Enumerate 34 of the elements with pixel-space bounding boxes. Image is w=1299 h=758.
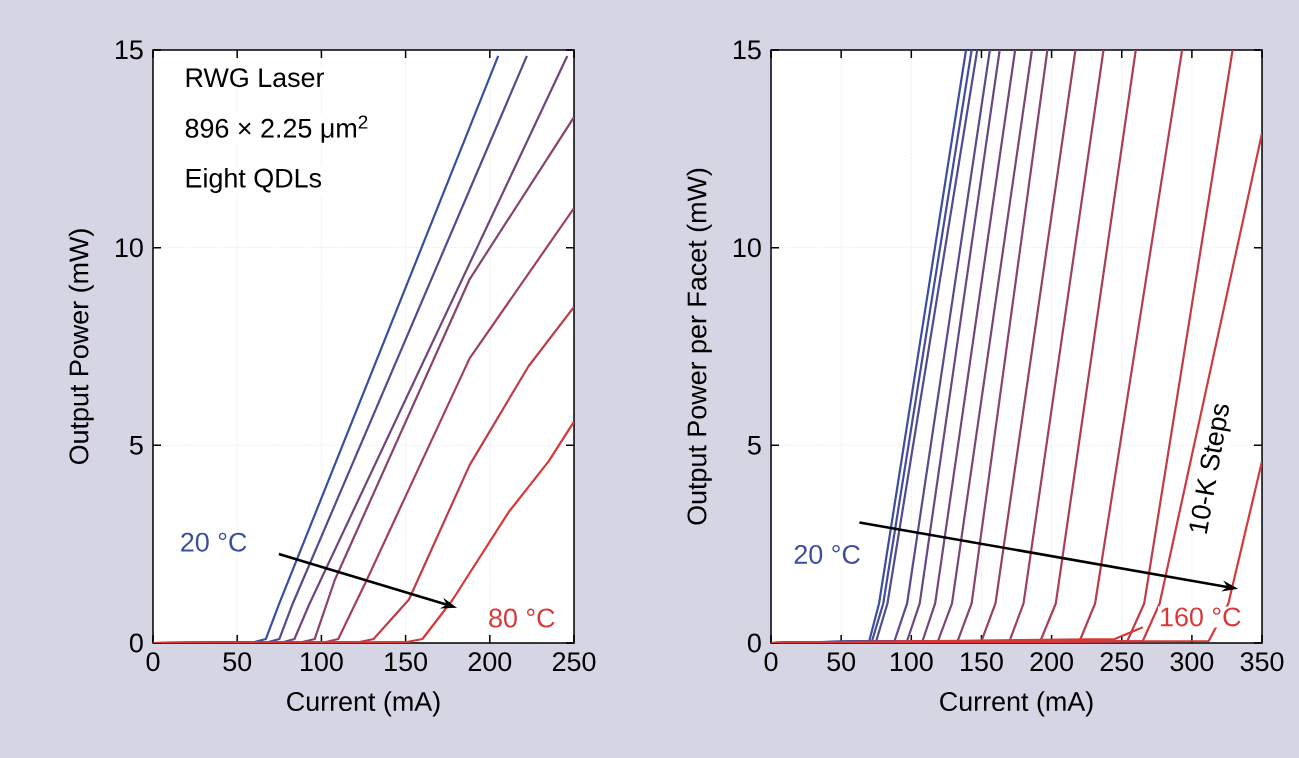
x-tick-label: 150 xyxy=(385,652,427,672)
y-tick-label: 0 xyxy=(747,633,761,653)
x-tick-label: 250 xyxy=(1100,652,1144,672)
x-tick-label: 300 xyxy=(1170,652,1214,672)
x-tick-label: 250 xyxy=(552,652,596,672)
x-tick-label: 100 xyxy=(301,652,343,672)
x-tick-label: 100 xyxy=(890,652,933,672)
annotation: 160 °C xyxy=(1161,607,1241,627)
annotation: 20 °C xyxy=(794,544,860,564)
annotation: 896 × 2.25 μm$^{2}$ xyxy=(185,115,368,143)
x-tick-label: 150 xyxy=(961,652,1003,672)
y-tick-label: 10 xyxy=(115,238,143,258)
y-tick-label: 10 xyxy=(733,238,761,258)
x-tick-label: 350 xyxy=(1240,652,1284,672)
x-tick-label: 200 xyxy=(1030,652,1073,672)
annotation: 10-K Steps xyxy=(1189,403,1231,534)
annotation: 80 °C xyxy=(489,608,555,628)
y-tick-label: 5 xyxy=(129,435,143,455)
x-axis-title: Current (mA) xyxy=(287,691,440,717)
y-axis-title: Output Power per Facet (mW) xyxy=(686,168,712,525)
x-axis-title: Current (mA) xyxy=(940,691,1093,717)
x-tick-label: 0 xyxy=(146,652,160,672)
x-tick-label: 50 xyxy=(223,652,252,672)
x-tick-label: 0 xyxy=(764,652,778,672)
y-tick-label: 15 xyxy=(733,40,761,60)
annotation: RWG Laser xyxy=(186,68,325,88)
annotation: Eight QDLs xyxy=(186,167,322,193)
y-tick-label: 15 xyxy=(115,40,143,60)
y-tick-label: 5 xyxy=(747,435,761,455)
y-axis-title: Output Power (mW) xyxy=(68,229,94,465)
x-tick-label: 200 xyxy=(468,652,512,672)
y-tick-label: 0 xyxy=(129,633,143,653)
x-tick-label: 50 xyxy=(827,652,856,672)
annotation: 20 °C xyxy=(181,532,247,552)
